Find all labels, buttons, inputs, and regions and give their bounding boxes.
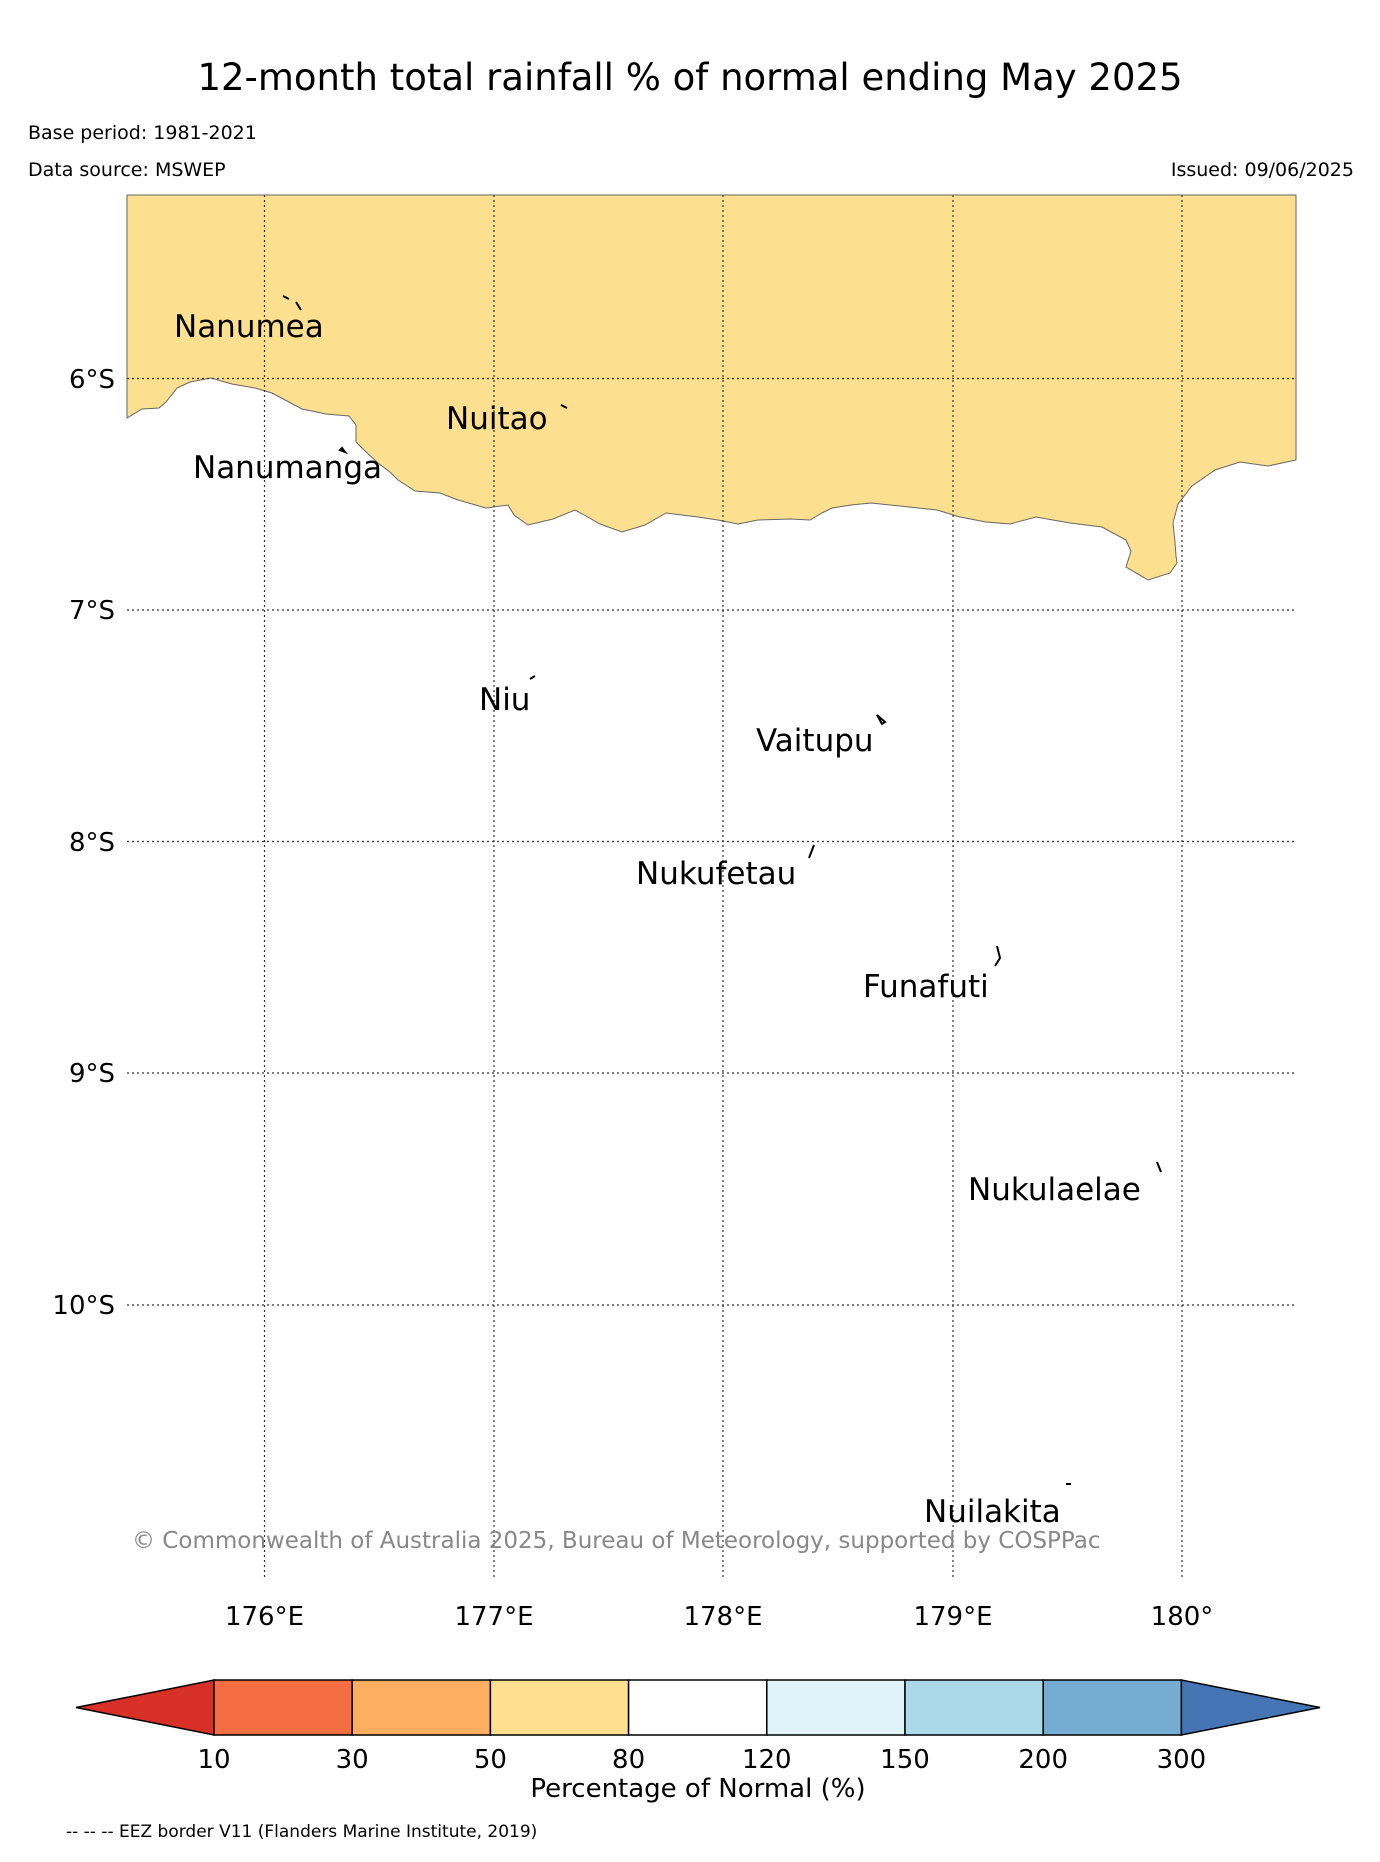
lat-tick-7s: 7°S — [69, 596, 115, 626]
colorbar-segment — [489, 1679, 630, 1736]
lat-tick-9s: 9°S — [69, 1059, 115, 1089]
colorbar — [75, 1679, 1321, 1736]
nanumanga-island — [338, 446, 348, 455]
place-label-niu: Niu — [479, 682, 530, 718]
colorbar-extend-high — [1180, 1679, 1321, 1736]
colorbar-segment — [1042, 1679, 1183, 1736]
data-source: Data source: MSWEP — [28, 159, 226, 181]
lat-tick-6s: 6°S — [69, 365, 115, 395]
island-outlines — [282, 295, 1162, 1485]
base-period: Base period: 1981-2021 — [28, 122, 257, 144]
vaitupu-island — [876, 714, 887, 726]
lat-tick-10s: 10°S — [52, 1291, 115, 1321]
colorbar-segment — [213, 1679, 353, 1736]
colorbar-tick-label: 200 — [1018, 1745, 1068, 1775]
funafuti-island — [994, 945, 1002, 967]
colorbar-segment — [766, 1679, 906, 1736]
lon-tick-176e: 176°E — [225, 1602, 304, 1632]
lon-tick-177e: 177°E — [454, 1602, 533, 1632]
niu-island — [529, 675, 536, 680]
colorbar-tick-label: 80 — [612, 1745, 645, 1775]
lat-tick-8s: 8°S — [69, 828, 115, 858]
colorbar-tick-label: 300 — [1157, 1745, 1207, 1775]
place-label-nukufetau: Nukufetau — [636, 856, 796, 892]
colorbar-tick-label: 120 — [742, 1745, 792, 1775]
place-label-funafuti: Funafuti — [863, 969, 989, 1005]
lon-tick-180: 180° — [1151, 1602, 1214, 1632]
nanumea-island — [282, 295, 302, 311]
colorbar-tick-label: 150 — [880, 1745, 930, 1775]
copyright-text: © Commonwealth of Australia 2025, Bureau… — [132, 1528, 1101, 1554]
colorbar-tick-label: 10 — [197, 1745, 230, 1775]
issued-date: Issued: 09/06/2025 — [1170, 159, 1354, 181]
lon-tick-178e: 178°E — [683, 1602, 762, 1632]
colorbar-tick-label: 30 — [336, 1745, 369, 1775]
place-label-vaitupu: Vaitupu — [756, 723, 874, 759]
place-label-nukulaelae: Nukulaelae — [968, 1172, 1141, 1208]
colorbar-tick-label: 50 — [474, 1745, 507, 1775]
colorbar-label: Percentage of Normal (%) — [530, 1774, 865, 1804]
place-label-nuilakita: Nuilakita — [924, 1494, 1061, 1530]
map-title: 12-month total rainfall % of normal endi… — [197, 56, 1183, 99]
colorbar-segment — [627, 1679, 768, 1736]
colorbar-extend-low — [75, 1679, 215, 1736]
nuitao-island — [560, 404, 568, 409]
place-label-nanumea: Nanumea — [174, 309, 324, 345]
nukulaelae-island — [1156, 1161, 1162, 1173]
colorbar-segment — [351, 1679, 492, 1736]
eez-footnote: -- -- -- EEZ border V11 (Flanders Marine… — [66, 1822, 538, 1842]
colorbar-segment — [904, 1679, 1044, 1736]
lon-tick-179e: 179°E — [913, 1602, 992, 1632]
rainfall-region-50-80 — [126, 194, 1297, 581]
place-label-nuitao: Nuitao — [446, 401, 548, 437]
place-label-nanumanga: Nanumanga — [193, 450, 382, 486]
graticule — [127, 195, 1296, 1580]
nukufetau-island — [808, 844, 815, 859]
